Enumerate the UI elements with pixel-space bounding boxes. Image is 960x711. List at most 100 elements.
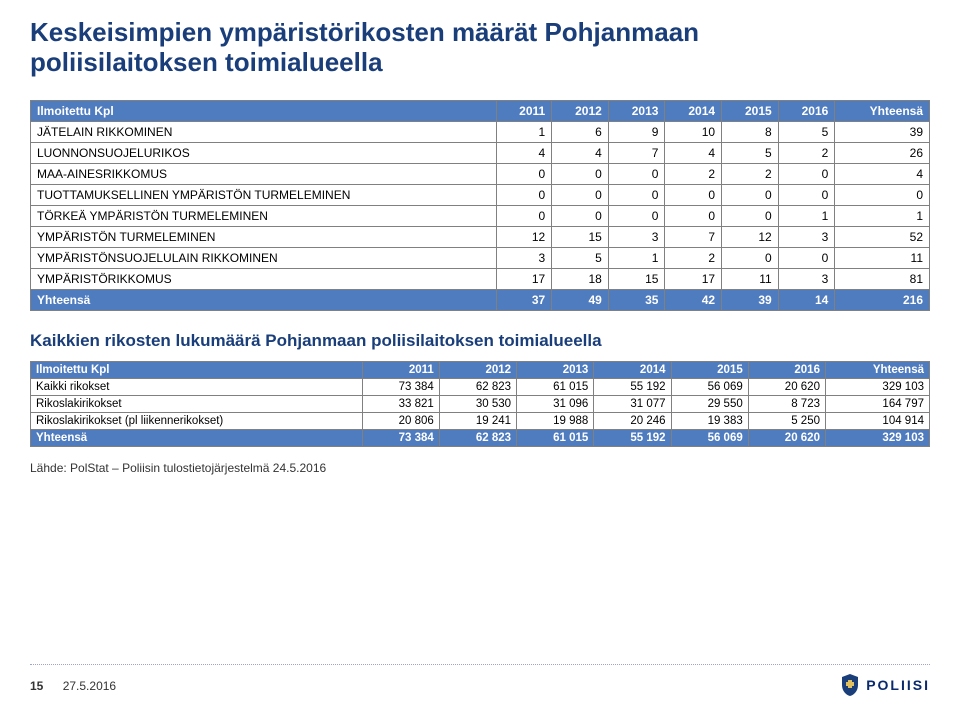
cell: 11 (835, 247, 930, 268)
title-line-1: Keskeisimpien ympäristörikosten määrät P… (30, 17, 699, 47)
source-text: Lähde: PolStat – Poliisin tulostietojärj… (30, 461, 930, 475)
col-header: 2016 (748, 361, 825, 378)
cell: 0 (608, 163, 665, 184)
cell: 10 (665, 121, 722, 142)
cell: 0 (496, 163, 552, 184)
cell: 56 069 (671, 378, 748, 395)
col-header: 2012 (439, 361, 516, 378)
cell: 104 914 (825, 412, 929, 429)
table-row: Rikoslakirikokset33 82130 53031 09631 07… (31, 395, 930, 412)
col-header: Yhteensä (825, 361, 929, 378)
cell: 1 (496, 121, 552, 142)
page-title: Keskeisimpien ympäristörikosten määrät P… (30, 18, 930, 78)
cell: 0 (665, 205, 722, 226)
table-row: JÄTELAIN RIKKOMINEN169108539 (31, 121, 930, 142)
total-cell: 62 823 (439, 429, 516, 446)
cell: 33 821 (362, 395, 439, 412)
poliisi-logo-icon (840, 673, 860, 697)
cell: 55 192 (594, 378, 671, 395)
table-row: Kaikki rikokset73 38462 82361 01555 1925… (31, 378, 930, 395)
cell: 20 246 (594, 412, 671, 429)
col-header: 2013 (517, 361, 594, 378)
row-label: JÄTELAIN RIKKOMINEN (31, 121, 497, 142)
cell: 19 383 (671, 412, 748, 429)
cell: 2 (665, 163, 722, 184)
total-label: Yhteensä (31, 289, 497, 310)
row-label: YMPÄRISTÖN TURMELEMINEN (31, 226, 497, 247)
cell: 12 (722, 226, 779, 247)
cell: 0 (552, 163, 609, 184)
cell: 0 (778, 184, 835, 205)
total-label: Yhteensä (31, 429, 363, 446)
row-label: TUOTTAMUKSELLINEN YMPÄRISTÖN TURMELEMINE… (31, 184, 497, 205)
cell: 5 (552, 247, 609, 268)
cell: 52 (835, 226, 930, 247)
total-cell: 55 192 (594, 429, 671, 446)
cell: 20 620 (748, 378, 825, 395)
cell: 18 (552, 268, 609, 289)
cell: 30 530 (439, 395, 516, 412)
row-label: MAA-AINESRIKKOMUS (31, 163, 497, 184)
col-header: 2014 (665, 100, 722, 121)
cell: 31 096 (517, 395, 594, 412)
title-line-2: poliisilaitoksen toimialueella (30, 47, 383, 77)
cell: 0 (778, 247, 835, 268)
cell: 0 (608, 184, 665, 205)
footer-right: POLIISI (840, 673, 930, 697)
cell: 2 (665, 247, 722, 268)
cell: 20 806 (362, 412, 439, 429)
cell: 4 (665, 142, 722, 163)
cell: 3 (496, 247, 552, 268)
total-cell: 39 (722, 289, 779, 310)
total-cell: 35 (608, 289, 665, 310)
cell: 0 (722, 184, 779, 205)
cell: 0 (835, 184, 930, 205)
cell: 11 (722, 268, 779, 289)
cell: 8 723 (748, 395, 825, 412)
table-total-row: Yhteensä374935423914216 (31, 289, 930, 310)
table-total-row: Yhteensä73 38462 82361 01555 19256 06920… (31, 429, 930, 446)
footer-left: 15 27.5.2016 (30, 679, 116, 693)
cell: 0 (552, 184, 609, 205)
row-label: Rikoslakirikokset (pl liikennerikokset) (31, 412, 363, 429)
total-cell: 329 103 (825, 429, 929, 446)
row-label: Rikoslakirikokset (31, 395, 363, 412)
cell: 6 (552, 121, 609, 142)
cell: 3 (778, 226, 835, 247)
cell: 9 (608, 121, 665, 142)
cell: 39 (835, 121, 930, 142)
cell: 12 (496, 226, 552, 247)
cell: 15 (552, 226, 609, 247)
col-header: Yhteensä (835, 100, 930, 121)
subtitle: Kaikkien rikosten lukumäärä Pohjanmaan p… (30, 331, 930, 351)
col-header: 2015 (671, 361, 748, 378)
cell: 4 (835, 163, 930, 184)
table-row: Rikoslakirikokset (pl liikennerikokset)2… (31, 412, 930, 429)
cell: 0 (552, 205, 609, 226)
cell: 61 015 (517, 378, 594, 395)
cell: 81 (835, 268, 930, 289)
table-row: YMPÄRISTÖRIKKOMUS1718151711381 (31, 268, 930, 289)
cell: 2 (778, 142, 835, 163)
table-row: TUOTTAMUKSELLINEN YMPÄRISTÖN TURMELEMINE… (31, 184, 930, 205)
cell: 0 (778, 163, 835, 184)
total-cell: 20 620 (748, 429, 825, 446)
footer-divider (30, 664, 930, 665)
col-header: 2011 (362, 361, 439, 378)
cell: 0 (496, 205, 552, 226)
cell: 0 (722, 205, 779, 226)
total-cell: 49 (552, 289, 609, 310)
cell: 329 103 (825, 378, 929, 395)
table-all-offences: Ilmoitettu Kpl 2011 2012 2013 2014 2015 … (30, 361, 930, 447)
col-header: 2014 (594, 361, 671, 378)
cell: 5 250 (748, 412, 825, 429)
row-label: Kaikki rikokset (31, 378, 363, 395)
table-environment-offences: Ilmoitettu Kpl 2011 2012 2013 2014 2015 … (30, 100, 930, 311)
cell: 26 (835, 142, 930, 163)
cell: 0 (665, 184, 722, 205)
cell: 17 (665, 268, 722, 289)
col-header-label: Ilmoitettu Kpl (31, 100, 497, 121)
cell: 17 (496, 268, 552, 289)
col-header: 2012 (552, 100, 609, 121)
total-cell: 37 (496, 289, 552, 310)
